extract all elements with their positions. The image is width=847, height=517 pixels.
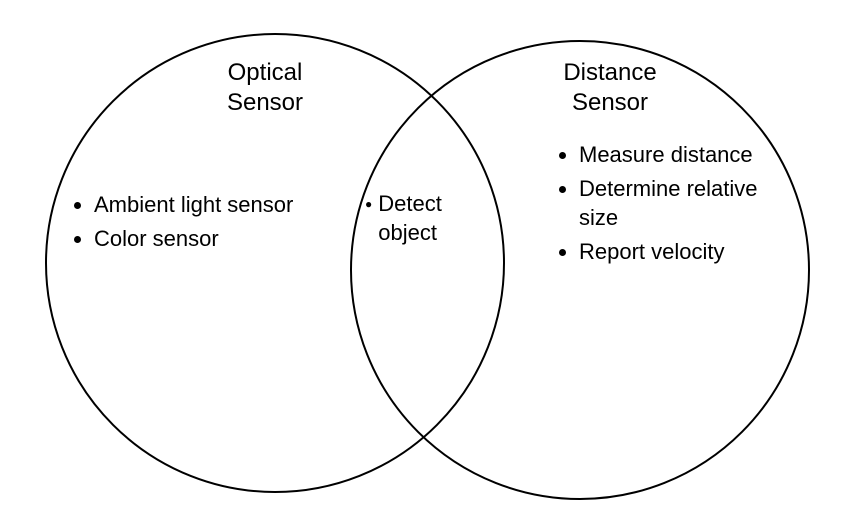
right-item: Measure distance [579, 140, 775, 170]
bullet-icon: ● [365, 190, 372, 219]
intersection-item: ●Detect object [365, 190, 475, 247]
left-item: Ambient light sensor [94, 190, 320, 220]
right-title-line2: Sensor [572, 89, 648, 116]
right-item: Determine relative size [579, 174, 775, 233]
intersection-item-label: Detect object [378, 190, 468, 247]
left-set-items: Ambient light sensor Color sensor [70, 190, 320, 257]
right-set-items: Measure distance Determine relative size R… [555, 140, 775, 271]
right-set-title: Distance Sensor [540, 58, 680, 118]
left-title-line1: Optical [228, 59, 303, 86]
left-set-title: Optical Sensor [195, 58, 335, 118]
venn-diagram: Optical Sensor Distance Sensor Ambient l… [0, 0, 847, 517]
left-title-line2: Sensor [227, 89, 303, 116]
right-item: Report velocity [579, 237, 775, 267]
left-item: Color sensor [94, 224, 320, 254]
right-title-line1: Distance [563, 59, 656, 86]
intersection-items: ●Detect object [365, 190, 475, 247]
